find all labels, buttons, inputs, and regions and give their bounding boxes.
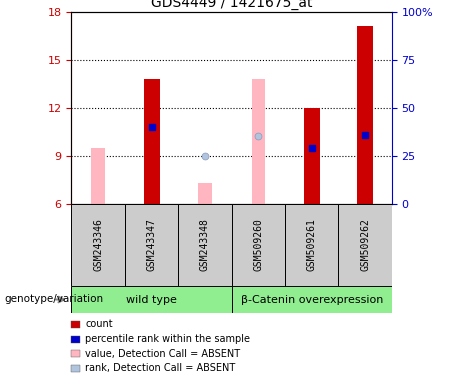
Text: GSM243348: GSM243348 [200, 218, 210, 271]
Text: GSM509262: GSM509262 [360, 218, 370, 271]
Bar [252, 79, 265, 204]
Bar [338, 204, 392, 286]
Text: GSM509260: GSM509260 [254, 218, 263, 271]
Title: GDS4449 / 1421675_at: GDS4449 / 1421675_at [151, 0, 313, 10]
Bar [91, 147, 105, 204]
Text: GSM243347: GSM243347 [147, 218, 157, 271]
Bar [125, 204, 178, 286]
Text: GSM243346: GSM243346 [93, 218, 103, 271]
Bar [71, 286, 231, 313]
Bar [178, 204, 231, 286]
Text: β-Catenin overexpression: β-Catenin overexpression [241, 295, 383, 305]
Bar [231, 286, 392, 313]
Text: GSM509261: GSM509261 [307, 218, 317, 271]
Bar [304, 108, 320, 204]
Text: wild type: wild type [126, 295, 177, 305]
Bar [285, 204, 338, 286]
Text: rank, Detection Call = ABSENT: rank, Detection Call = ABSENT [85, 363, 236, 373]
Bar [143, 79, 160, 204]
Text: count: count [85, 319, 113, 329]
Text: value, Detection Call = ABSENT: value, Detection Call = ABSENT [85, 349, 240, 359]
Bar [198, 183, 212, 204]
Text: genotype/variation: genotype/variation [5, 294, 104, 304]
Bar [231, 204, 285, 286]
Text: percentile rank within the sample: percentile rank within the sample [85, 334, 250, 344]
Bar [71, 204, 125, 286]
Bar [357, 26, 373, 204]
